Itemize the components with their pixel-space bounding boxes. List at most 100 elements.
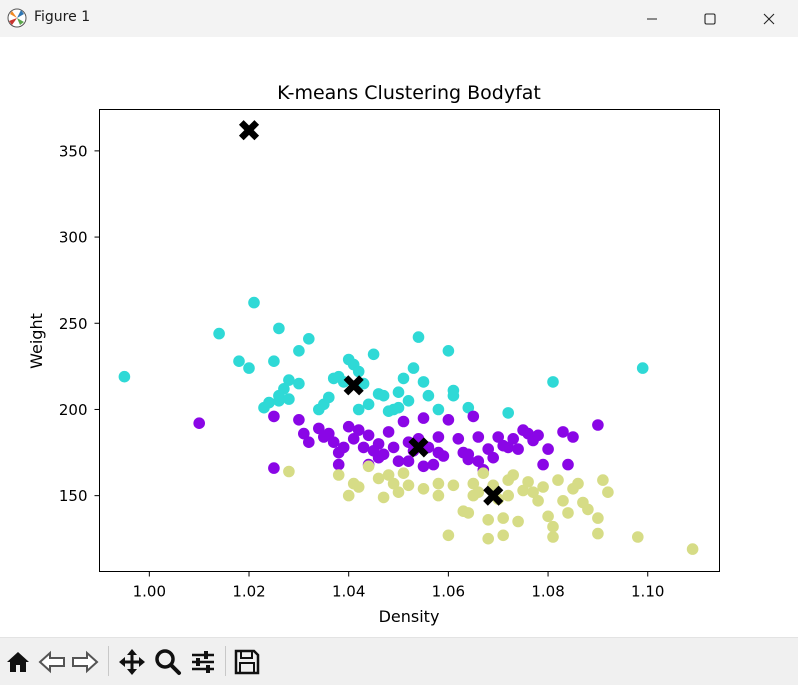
configure-subplots-icon	[192, 651, 214, 673]
data-point	[442, 529, 455, 542]
back-icon	[38, 650, 65, 674]
home-icon	[7, 652, 29, 672]
data-point	[417, 376, 430, 388]
data-point	[537, 481, 549, 493]
data-point	[502, 441, 514, 454]
save-button[interactable]	[232, 647, 262, 677]
data-point	[392, 455, 405, 468]
y-tick-label: 350	[59, 142, 88, 160]
data-point	[432, 489, 445, 502]
navigation-toolbar	[0, 637, 798, 685]
data-point	[417, 460, 430, 473]
data-point	[392, 401, 405, 414]
data-point	[636, 362, 649, 374]
data-point	[387, 441, 400, 454]
data-point	[547, 531, 559, 543]
data-point	[502, 407, 514, 419]
points-layer	[118, 296, 699, 555]
forward-icon	[72, 650, 99, 674]
data-point	[547, 376, 559, 388]
data-point	[482, 514, 495, 526]
data-point	[482, 532, 495, 545]
close-button[interactable]	[740, 0, 798, 37]
data-point	[452, 433, 465, 445]
centroid-layer	[238, 120, 504, 506]
data-point	[432, 477, 445, 490]
data-point	[417, 483, 430, 495]
back-button[interactable]	[37, 647, 67, 677]
data-point	[392, 386, 405, 399]
data-point	[527, 486, 539, 499]
data-point	[332, 458, 345, 471]
y-axis-label: Weight	[27, 313, 46, 369]
data-point	[557, 426, 569, 438]
maximize-button[interactable]	[681, 0, 739, 37]
toolbar-separator	[225, 646, 226, 676]
data-point	[602, 486, 614, 499]
data-point	[303, 436, 315, 449]
data-point	[492, 431, 505, 443]
data-point	[243, 362, 255, 374]
maximize-icon	[704, 12, 716, 25]
data-point	[432, 403, 445, 416]
data-point	[342, 489, 355, 502]
pan-button[interactable]	[117, 647, 147, 677]
data-point	[517, 484, 529, 497]
window-title: Figure 1	[34, 9, 91, 25]
data-point	[412, 331, 425, 343]
data-point	[367, 348, 380, 361]
data-point	[552, 474, 564, 486]
x-axis-ticks: 1.00 1.02 1.04 1.06 1.08 1.10	[133, 571, 664, 601]
data-point	[352, 403, 365, 416]
data-point	[283, 374, 295, 386]
x-axis-label: Density	[379, 607, 440, 626]
configure-subplots-button[interactable]	[188, 647, 218, 677]
y-tick-label: 300	[59, 229, 88, 247]
data-point	[323, 427, 335, 440]
chart-title: K-means Clustering Bodyfat	[277, 82, 541, 104]
data-point	[273, 322, 285, 335]
x-tick-label: 1.04	[332, 583, 365, 601]
data-point	[487, 451, 500, 464]
data-point	[248, 296, 260, 309]
data-point	[592, 419, 604, 431]
data-point	[268, 355, 280, 368]
save-icon	[234, 649, 260, 675]
data-point	[332, 469, 345, 481]
matplotlib-icon	[7, 8, 27, 28]
data-point	[268, 410, 280, 423]
data-point	[303, 333, 315, 345]
data-point	[402, 479, 415, 492]
figure-canvas[interactable]: K-means Clustering Bodyfat 1.00 1.02 1.04 1…	[0, 37, 798, 637]
data-point	[347, 433, 360, 445]
y-tick-label: 250	[59, 315, 88, 333]
data-point	[542, 443, 554, 455]
data-point	[532, 495, 544, 507]
y-tick-label: 150	[59, 487, 88, 505]
data-point	[362, 398, 375, 411]
y-axis-ticks: 150 200 250 300 350	[59, 142, 100, 505]
data-point	[118, 370, 131, 383]
data-point	[298, 427, 310, 440]
data-point	[467, 477, 480, 490]
data-point	[592, 527, 604, 540]
data-point	[557, 495, 569, 507]
data-point	[233, 355, 245, 368]
scatter-chart: K-means Clustering Bodyfat 1.00 1.02 1.04 1…	[27, 82, 720, 626]
home-button[interactable]	[3, 647, 33, 677]
data-point	[502, 489, 514, 502]
forward-button[interactable]	[70, 647, 100, 677]
zoom-button[interactable]	[153, 647, 183, 677]
data-point	[497, 512, 510, 524]
data-point	[472, 431, 485, 443]
data-point	[193, 417, 205, 430]
x-tick-label: 1.00	[133, 583, 166, 601]
data-point	[263, 396, 275, 409]
data-point	[542, 510, 554, 523]
data-point	[467, 489, 480, 502]
data-point	[337, 441, 350, 454]
data-point	[377, 491, 390, 504]
minimize-button[interactable]	[623, 0, 681, 37]
x-tick-label: 1.06	[432, 583, 465, 601]
zoom-icon	[155, 649, 181, 675]
